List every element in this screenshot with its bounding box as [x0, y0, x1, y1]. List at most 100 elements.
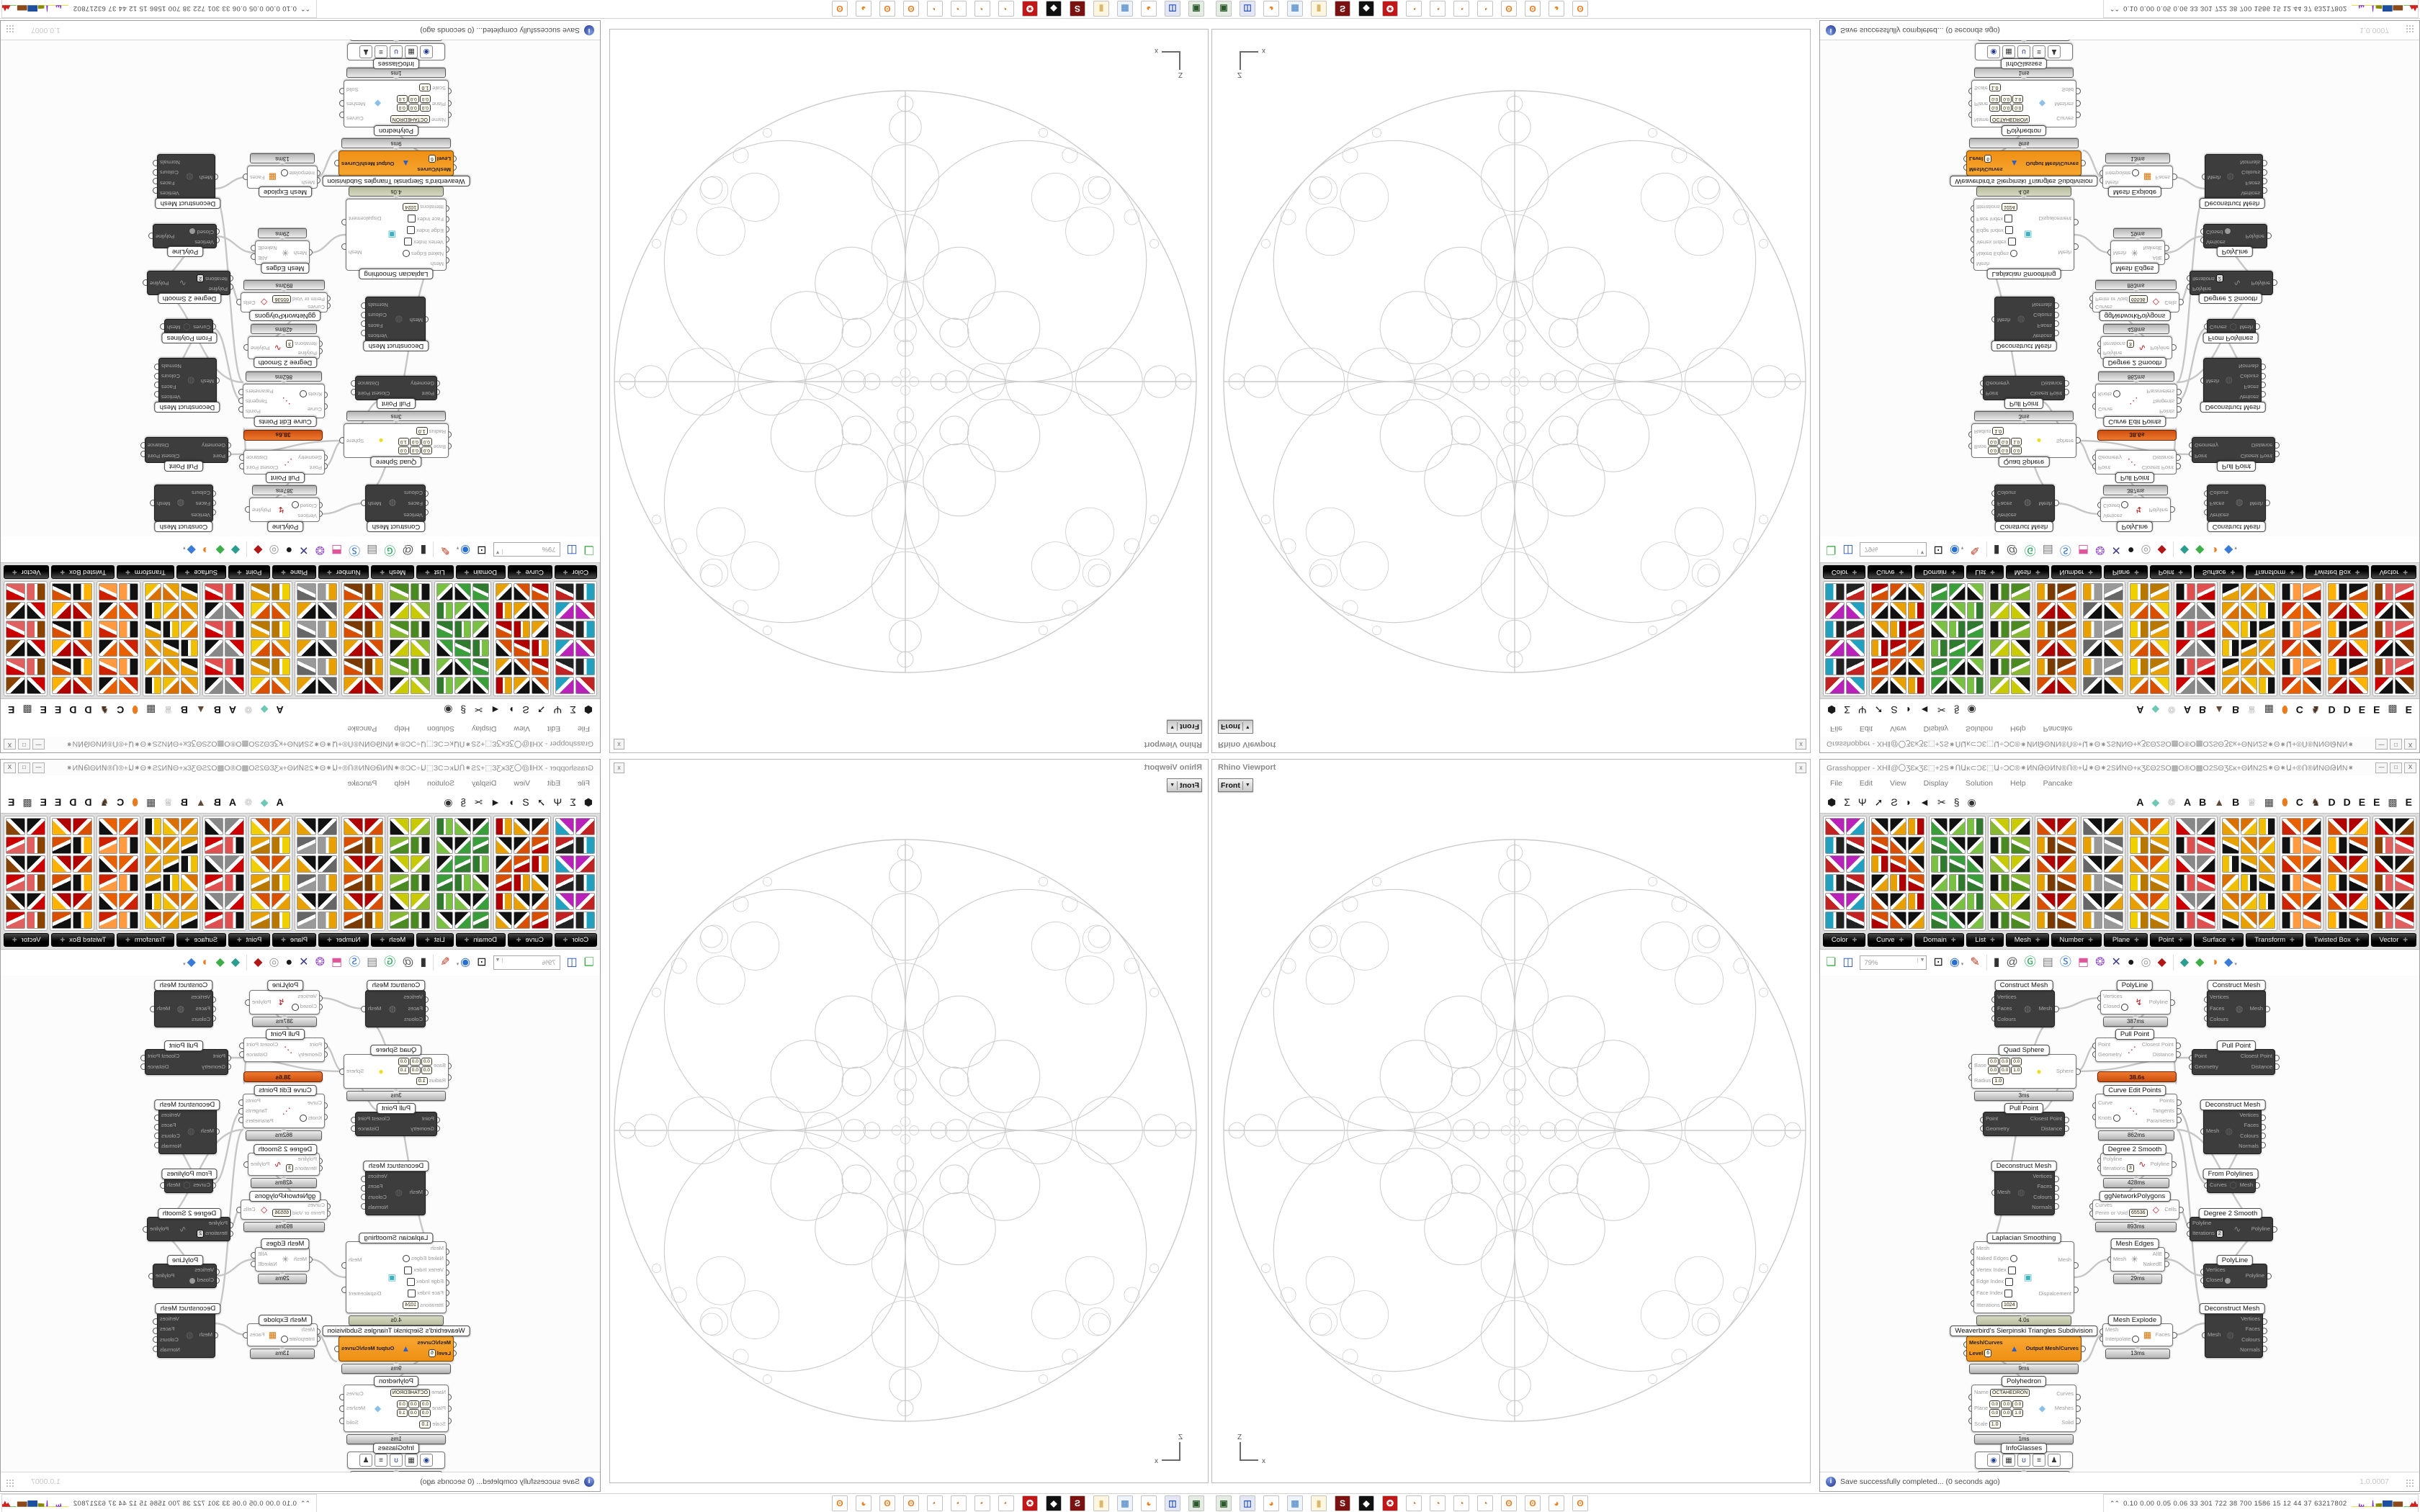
component-icon[interactable]	[343, 583, 363, 600]
port-in[interactable]: Closed	[2206, 1277, 2232, 1284]
component-icon[interactable]	[1967, 855, 1984, 873]
gh-node-pull-point[interactable]: Point Geometry Closest Point Distance	[355, 376, 437, 400]
port-in[interactable]: Vertices	[194, 238, 214, 246]
component-icon[interactable]	[2222, 639, 2239, 657]
component-icon[interactable]	[204, 912, 224, 929]
component-icon[interactable]	[514, 837, 531, 854]
value-box[interactable]: 0.0	[398, 446, 409, 454]
port-in[interactable]: Mesh	[294, 250, 307, 256]
component-icon[interactable]	[575, 602, 595, 619]
gh-node-construct-mesh[interactable]: Vertices Faces Colours ◍ Mesh	[1994, 990, 2055, 1027]
tab-expand-icon[interactable]: ✚	[281, 937, 286, 943]
port-out[interactable]: Distance	[2041, 1125, 2062, 1133]
component-icon[interactable]	[555, 621, 575, 638]
gh-node-weaverbird-s-sierpinski-triangles-subdivision[interactable]: Mesh/Curves Level 6 ▲ Output Mesh/Curves	[1966, 1336, 2081, 1362]
component-icon[interactable]	[436, 639, 453, 657]
component-icon[interactable]	[454, 818, 472, 835]
port-in[interactable]: Mesh	[2208, 174, 2220, 181]
category-icon[interactable]: ▲	[195, 704, 206, 716]
port-in[interactable]: Geometry	[202, 441, 225, 449]
gh-node-mesh-explode[interactable]: Mesh Interpolate ▦ Faces	[2102, 166, 2173, 189]
category-icon[interactable]: B	[2199, 704, 2207, 716]
taskbar-app-icon[interactable]: ʘ	[1572, 1, 1588, 17]
node-label[interactable]: PolyLine	[2116, 521, 2154, 532]
category-icon[interactable]: ▩	[2388, 704, 2398, 716]
component-icon[interactable]	[1889, 583, 1906, 600]
chevron-down-icon[interactable]: ▼	[1245, 783, 1250, 788]
component-icon[interactable]	[225, 677, 245, 694]
menu-item-edit[interactable]: Edit	[1859, 724, 1873, 734]
component-icon[interactable]	[2395, 677, 2415, 694]
toolbar-icon[interactable]: ◆	[215, 956, 225, 968]
port-out[interactable]: Vertices	[160, 189, 179, 197]
mini-icon[interactable]: ▦	[405, 45, 418, 58]
checkbox[interactable]	[2004, 1277, 2013, 1286]
component-icon[interactable]	[2150, 602, 2169, 619]
tab-plane[interactable]: Plane ✚	[272, 565, 317, 579]
component-icon[interactable]	[1990, 818, 2009, 835]
component-icon[interactable]	[1889, 602, 1906, 619]
component-icon[interactable]	[2057, 583, 2077, 600]
component-icon[interactable]	[26, 658, 46, 675]
component-icon[interactable]	[1967, 602, 1984, 619]
component-icon[interactable]	[2374, 583, 2394, 600]
gh-node-polyline[interactable]: Vertices Closed Polyline	[2203, 1264, 2267, 1288]
component-icon[interactable]	[1967, 621, 1984, 638]
component-icon[interactable]	[436, 893, 453, 910]
component-icon[interactable]	[1825, 658, 1845, 675]
component-icon[interactable]	[2348, 874, 2368, 891]
port-out[interactable]: Distance	[2251, 1064, 2272, 1071]
component-icon[interactable]	[73, 658, 92, 675]
component-icon[interactable]	[2374, 639, 2394, 657]
tab-mesh[interactable]: Mesh ✚	[371, 933, 415, 947]
window-button[interactable]: —	[2375, 739, 2388, 750]
toolbar-icon[interactable]: ◫	[566, 956, 578, 968]
component-icon[interactable]	[181, 818, 198, 835]
category-icon[interactable]: E	[40, 796, 47, 808]
component-icon[interactable]	[98, 602, 118, 619]
component-icon[interactable]	[411, 818, 430, 835]
resize-grip[interactable]	[2406, 1479, 2415, 1488]
component-icon[interactable]	[26, 874, 46, 891]
node-label[interactable]: Construct Mesh	[154, 980, 213, 991]
category-icon[interactable]: ◉	[1967, 796, 1976, 808]
value-box[interactable]: OCTAHEDRON	[390, 1388, 430, 1397]
component-icon[interactable]	[5, 677, 25, 694]
gh-node-curve-edit-points[interactable]: Curve Knots ⋱ Points Tangents Parameters	[2095, 384, 2177, 418]
port-in[interactable]: Naked Edges	[1976, 1255, 2018, 1263]
component-icon[interactable]	[436, 855, 453, 873]
port-in[interactable]: Perim or Void 65536	[2095, 1209, 2148, 1218]
toolbar-icon[interactable]: ⊡	[1933, 956, 1943, 968]
value-box[interactable]: OCTAHEDRON	[390, 115, 430, 124]
window-button[interactable]: □	[18, 739, 30, 750]
component-icon[interactable]	[204, 893, 224, 910]
port-in[interactable]: Closed	[291, 501, 317, 509]
gh-node-38-6s[interactable]: 38.6s	[2097, 430, 2177, 441]
tab-expand-icon[interactable]: ✚	[1852, 937, 1857, 943]
port-in[interactable]: Mesh	[2113, 1256, 2126, 1263]
category-icon[interactable]: D	[2328, 796, 2336, 808]
component-icon[interactable]	[2036, 639, 2056, 657]
port-in[interactable]: Mesh	[431, 261, 444, 267]
category-icon[interactable]: A	[276, 704, 284, 716]
node-label[interactable]: Weaverbird's Sierpinski Triangles Subdiv…	[322, 1326, 470, 1336]
port-in[interactable]: Faces	[1997, 1005, 2012, 1012]
component-icon[interactable]	[2281, 893, 2301, 910]
port-in[interactable]: Polyline	[2103, 1156, 2122, 1163]
gh-node-degree-2-smooth[interactable]: Polyline Iterations 2 ∿ Polyline	[147, 1217, 230, 1241]
component-icon[interactable]	[98, 893, 118, 910]
value-box[interactable]: 2	[197, 274, 205, 283]
category-icon[interactable]: A	[228, 796, 237, 808]
gh-node-mesh-explode[interactable]: Mesh Interpolate ▦ Faces	[2102, 1323, 2173, 1346]
port-out[interactable]: NakedE	[2143, 1261, 2162, 1268]
component-icon[interactable]	[454, 893, 472, 910]
taskbar-app-icon[interactable]: ▣	[1216, 1, 1232, 17]
value-box[interactable]: 6	[428, 154, 436, 163]
component-icon[interactable]	[73, 912, 92, 929]
value-box[interactable]: 3	[286, 339, 294, 348]
gh-node-pull-point[interactable]: Point Geometry ⋰ Closest Point Distance	[2095, 1038, 2177, 1062]
component-icon[interactable]	[2222, 583, 2239, 600]
component-icon[interactable]	[163, 621, 180, 638]
component-icon[interactable]	[532, 874, 549, 891]
port-in[interactable]: Mesh	[1976, 261, 1989, 267]
